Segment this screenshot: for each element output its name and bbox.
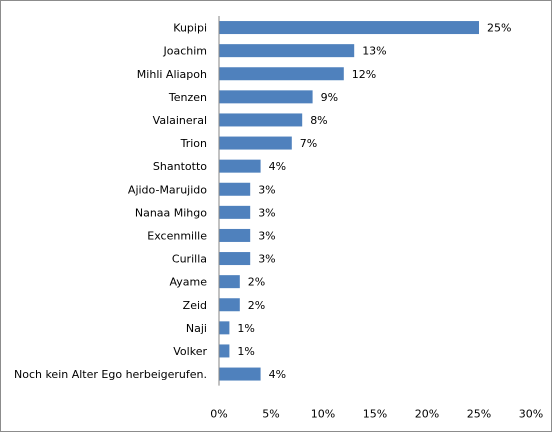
bar bbox=[219, 344, 230, 358]
category-label: Zeid bbox=[183, 299, 207, 312]
data-label: 4% bbox=[269, 160, 286, 173]
category-label: Ajido-Marujido bbox=[128, 183, 207, 196]
value-labels: 25% 13% 12% 9% 8% 7% 4% 3% 3% 3% 3% 2% 2% 1% 1% 4% bbox=[237, 22, 511, 381]
category-label: Nanaa Mihgo bbox=[135, 206, 207, 219]
bar bbox=[219, 21, 479, 35]
category-label: Noch kein Alter Ego herbeigerufen. bbox=[14, 368, 207, 381]
category-label: Joachim bbox=[162, 45, 207, 58]
category-label: Kupipi bbox=[173, 22, 207, 35]
x-tick-label: 25% bbox=[467, 408, 491, 421]
category-label: Excenmille bbox=[147, 229, 207, 242]
bar bbox=[219, 367, 261, 381]
data-label: 9% bbox=[321, 91, 338, 104]
data-label: 4% bbox=[269, 368, 286, 381]
category-label: Mihli Aliapoh bbox=[137, 68, 207, 81]
x-tick-label: 20% bbox=[415, 408, 439, 421]
bar bbox=[219, 275, 240, 289]
data-label: 1% bbox=[237, 345, 254, 358]
bar bbox=[219, 159, 261, 173]
category-label: Volker bbox=[173, 345, 207, 358]
bar bbox=[219, 321, 230, 335]
category-label: Shantotto bbox=[153, 160, 207, 173]
bar bbox=[219, 298, 240, 312]
bars-group bbox=[219, 21, 479, 381]
data-label: 1% bbox=[237, 322, 254, 335]
bar bbox=[219, 182, 251, 196]
category-label: Curilla bbox=[172, 253, 207, 266]
category-labels: Kupipi Joachim Mihli Aliapoh Tenzen Valainer… bbox=[14, 22, 207, 381]
data-label: 3% bbox=[258, 253, 275, 266]
data-label: 12% bbox=[352, 68, 376, 81]
category-label: Naji bbox=[186, 322, 207, 335]
category-label: Ayame bbox=[169, 276, 207, 289]
bar bbox=[219, 136, 292, 150]
bar bbox=[219, 67, 344, 81]
x-axis-ticks: 0% 5% 10% 15% 20% 25% 30% bbox=[210, 408, 543, 421]
bar bbox=[219, 228, 251, 242]
category-label: Trion bbox=[180, 137, 207, 150]
x-tick-label: 15% bbox=[363, 408, 387, 421]
data-label: 25% bbox=[487, 22, 511, 35]
x-tick-label: 5% bbox=[262, 408, 279, 421]
data-label: 13% bbox=[362, 45, 386, 58]
data-label: 3% bbox=[258, 183, 275, 196]
category-label: Tenzen bbox=[168, 91, 207, 104]
data-label: 3% bbox=[258, 229, 275, 242]
bar bbox=[219, 205, 251, 219]
data-label: 2% bbox=[248, 299, 265, 312]
bar bbox=[219, 113, 303, 127]
x-tick-label: 0% bbox=[210, 408, 227, 421]
data-label: 8% bbox=[310, 114, 327, 127]
x-tick-label: 30% bbox=[519, 408, 543, 421]
bar bbox=[219, 90, 313, 104]
bar bbox=[219, 252, 251, 266]
data-label: 2% bbox=[248, 276, 265, 289]
data-label: 7% bbox=[300, 137, 317, 150]
data-label: 3% bbox=[258, 206, 275, 219]
x-tick-label: 10% bbox=[311, 408, 335, 421]
bar bbox=[219, 44, 355, 58]
category-label: Valaineral bbox=[153, 114, 207, 127]
